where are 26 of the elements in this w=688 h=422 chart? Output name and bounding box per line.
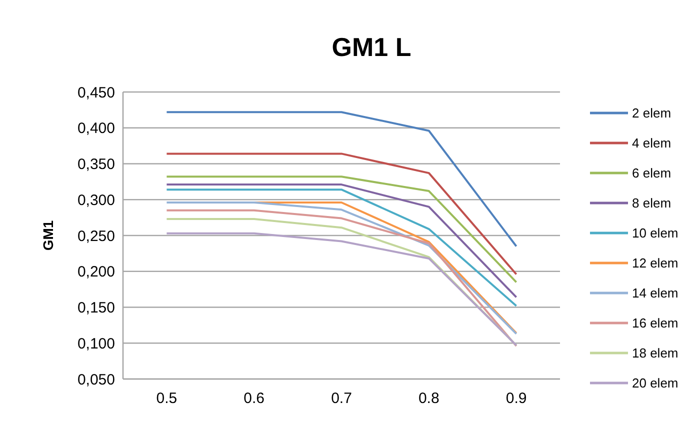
legend-label: 2 elem	[632, 106, 672, 121]
legend-label: 10 elem	[632, 226, 678, 241]
legend-label: 6 elem	[632, 166, 672, 181]
x-tick-label: 0.7	[331, 390, 352, 407]
legend-label: 18 elem	[632, 346, 678, 361]
y-tick-label: 0,050	[77, 371, 115, 388]
y-tick-label: 0,400	[77, 120, 115, 138]
y-tick-label: 0,300	[77, 192, 115, 209]
legend-label: 20 elem	[632, 376, 678, 391]
x-tick-label: 0.9	[506, 390, 527, 407]
y-tick-label: 0,150	[77, 300, 115, 316]
y-tick-label: 0,350	[77, 156, 115, 173]
legend-label: 4 elem	[632, 136, 672, 151]
chart-title: GM1 L	[332, 32, 412, 62]
y-axis-title: GM1	[40, 220, 56, 251]
x-tick-label: 0.8	[418, 390, 440, 407]
y-tick-label: 0,450	[77, 84, 115, 102]
legend-label: 8 elem	[632, 196, 672, 211]
legend-label: 12 elem	[632, 256, 678, 271]
legend-label: 16 elem	[632, 316, 678, 331]
y-tick-label: 0,250	[77, 228, 115, 245]
legend-label: 14 elem	[632, 286, 678, 301]
x-tick-label: 0.6	[244, 390, 265, 407]
x-tick-label: 0.5	[156, 390, 178, 407]
y-tick-label: 0,200	[77, 264, 115, 281]
y-tick-label: 0,100	[77, 335, 115, 352]
